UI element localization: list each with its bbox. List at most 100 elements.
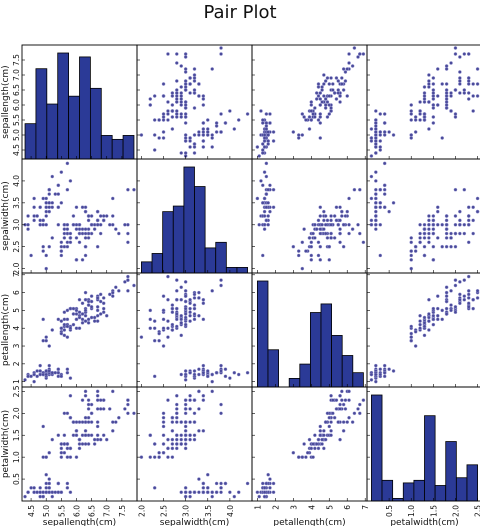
scatter-point-sepallength-vs-sepalwidth-87 [152,94,157,98]
scatter-point-sepalwidth-vs-sepallength-53 [59,253,64,258]
hist-bar-sepalwidth-5 [194,186,206,274]
scatter-point-petalwidth-vs-petallength-98 [291,450,296,455]
scatter-point-sepallength-vs-petallength-20 [268,121,272,125]
scatter-point-sepallength-vs-petalwidth-146 [449,94,453,98]
scatter-point-sepallength-vs-petallength-122 [358,52,362,56]
scatter-point-sepallength-vs-petalwidth-128 [458,91,462,95]
scatter-point-petalwidth-vs-petallength-43 [266,472,270,477]
scatter-point-sepallength-vs-petallength-18 [268,112,272,116]
scatter-point-sepallength-vs-petalwidth-36 [374,118,378,122]
scatter-point-petalwidth-vs-sepalwidth-38 [183,490,188,495]
y-tick-label-petallength: 3 [12,343,21,348]
scatter-point-petallength-vs-sepalwidth-51 [192,317,197,322]
scatter-point-petallength-vs-petalwidth-117 [462,278,467,282]
scatter-point-sepalwidth-vs-petalwidth-149 [444,222,449,227]
scatter-point-petallength-vs-sepalwidth-119 [148,308,153,313]
scatter-point-sepallength-vs-sepalwidth-141 [188,76,192,80]
scatter-point-sepalwidth-vs-petalwidth-62 [409,258,414,262]
scatter-point-petalwidth-vs-sepallength-80 [59,450,64,455]
y-tick-label-petallength: 4 [12,326,21,331]
scatter-point-petallength-vs-sepallength-121 [62,310,67,314]
scatter-point-petalwidth-vs-sepallength-127 [77,420,82,424]
scatter-point-sepalwidth-vs-petalwidth-77 [440,222,444,227]
scatter-point-petalwidth-vs-sepalwidth-98 [161,450,166,455]
scatter-point-petallength-vs-sepallength-37 [41,372,45,377]
scatter-point-petalwidth-vs-sepalwidth-145 [183,398,188,402]
scatter-point-sepalwidth-vs-petallength-139 [334,218,339,223]
x-tick-label-petalwidth: 2.0 [451,505,460,517]
y-tick-label-sepalwidth: 2.0 [12,262,21,274]
scatter-point-sepallength-vs-petallength-71 [309,100,314,104]
scatter-point-petalwidth-vs-sepallength-139 [101,407,106,411]
scatter-point-petallength-vs-petalwidth-137 [444,299,449,304]
scatter-point-petallength-vs-sepalwidth-110 [192,306,197,311]
scatter-point-sepalwidth-vs-petallength-126 [323,231,328,236]
scatter-point-sepalwidth-vs-sepallength-25 [44,222,49,227]
scatter-point-sepalwidth-vs-petallength-103 [338,227,342,231]
scatter-point-petallength-vs-sepalwidth-39 [201,370,206,375]
scatter-point-sepalwidth-vs-petallength-47 [262,214,267,218]
scatter-point-sepallength-vs-petalwidth-18 [378,112,383,116]
scatter-point-sepallength-vs-sepalwidth-83 [170,103,175,107]
scatter-point-petallength-vs-sepallength-41 [29,374,33,379]
scatter-point-sepalwidth-vs-sepallength-137 [86,218,91,223]
scatter-point-sepallength-vs-sepalwidth-102 [183,70,188,74]
scatter-point-petallength-vs-sepallength-55 [65,317,70,322]
scatter-point-sepalwidth-vs-petalwidth-91 [427,222,431,227]
scatter-point-petallength-vs-petalwidth-134 [427,297,431,302]
scatter-point-sepalwidth-vs-petallength-79 [300,240,305,245]
scatter-point-sepalwidth-vs-petalwidth-110 [453,214,458,218]
scatter-point-sepallength-vs-petalwidth-124 [458,82,462,86]
scatter-point-sepallength-vs-sepalwidth-76 [175,79,179,83]
scatter-point-sepallength-vs-petallength-22 [255,145,260,149]
scatter-point-sepalwidth-vs-sepallength-130 [117,231,121,236]
scatter-point-sepalwidth-vs-petalwidth-128 [458,231,462,236]
scatter-point-sepalwidth-vs-sepallength-47 [32,214,36,218]
scatter-point-sepallength-vs-petalwidth-56 [435,94,440,98]
scatter-point-petalwidth-vs-sepallength-92 [68,446,73,451]
scatter-point-sepalwidth-vs-sepallength-1 [41,222,45,227]
scatter-point-petallength-vs-sepallength-84 [56,317,61,322]
hist-bar-petalwidth-4 [413,479,425,502]
scatter-point-petalwidth-vs-sepallength-128 [86,407,91,411]
scatter-point-sepallength-vs-sepalwidth-75 [183,85,188,89]
scatter-point-sepallength-vs-petallength-134 [338,100,342,104]
scatter-point-sepalwidth-vs-sepallength-140 [95,218,100,223]
scatter-point-sepalwidth-vs-petalwidth-80 [413,249,418,253]
scatter-point-sepalwidth-vs-petallength-87 [316,253,321,258]
scatter-point-sepalwidth-vs-sepallength-121 [62,231,67,236]
scatter-point-sepallength-vs-petalwidth-43 [391,133,396,137]
scatter-point-sepallength-vs-sepalwidth-32 [232,127,237,131]
scatter-point-petallength-vs-sepalwidth-103 [179,297,184,302]
scatter-point-sepallength-vs-petalwidth-127 [444,100,449,104]
scatter-point-petallength-vs-sepallength-85 [74,317,79,322]
scatter-point-sepalwidth-vs-petalwidth-36 [374,201,378,205]
scatter-point-petalwidth-vs-sepallength-137 [86,420,91,424]
hist-bar-petalwidth-7 [445,441,457,502]
scatter-point-petallength-vs-sepalwidth-118 [166,274,170,279]
scatter-point-sepalwidth-vs-petalwidth-81 [409,249,414,253]
scatter-point-sepalwidth-vs-sepallength-99 [65,231,70,236]
scatter-point-petallength-vs-sepallength-142 [68,306,73,311]
scatter-point-petalwidth-vs-petallength-58 [320,442,324,446]
scatter-point-sepallength-vs-petalwidth-140 [471,82,475,86]
scatter-point-petalwidth-vs-sepallength-146 [83,415,88,420]
scatter-point-petalwidth-vs-sepallength-28 [50,490,55,495]
scatter-point-sepalwidth-vs-petallength-82 [307,236,312,240]
scatter-point-petalwidth-vs-sepalwidth-8 [179,490,184,495]
scatter-point-sepallength-vs-petalwidth-54 [431,88,436,92]
scatter-point-petalwidth-vs-sepallength-52 [101,433,106,438]
scatter-point-sepallength-vs-sepalwidth-108 [161,82,166,86]
scatter-point-petallength-vs-sepalwidth-149 [183,306,188,311]
scatter-point-sepallength-vs-petalwidth-58 [422,85,427,89]
scatter-point-petallength-vs-petalwidth-83 [435,306,440,311]
hist-bar-sepalwidth-2 [162,211,174,274]
scatter-point-sepalwidth-vs-petalwidth-113 [453,244,458,249]
scatter-point-petallength-vs-sepallength-14 [68,376,73,380]
scatter-point-petallength-vs-petalwidth-43 [391,369,396,373]
scatter-point-sepallength-vs-petallength-104 [341,88,346,92]
scatter-point-sepallength-vs-petalwidth-111 [449,91,453,95]
scatter-point-sepallength-vs-petalwidth-57 [409,136,414,140]
scatter-point-petalwidth-vs-sepallength-44 [47,481,52,486]
scatter-point-petalwidth-vs-sepallength-136 [83,393,88,398]
